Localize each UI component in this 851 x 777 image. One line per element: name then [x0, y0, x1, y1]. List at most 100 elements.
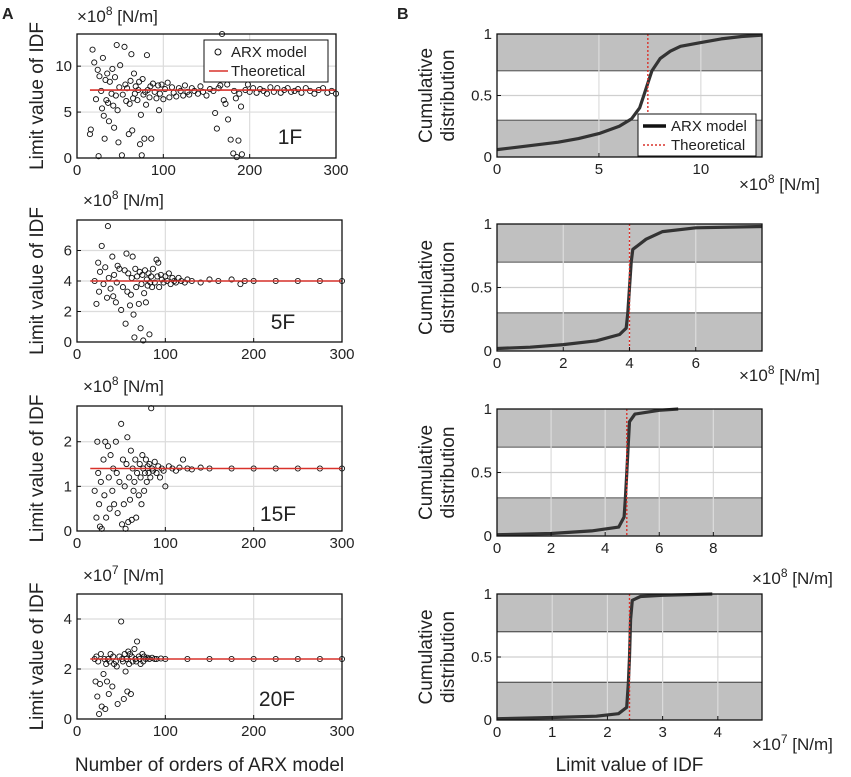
axis-multiplier: ×108 [N/m]: [752, 566, 833, 588]
data-point: [263, 90, 270, 97]
data-point: [103, 514, 110, 521]
chart-a3: 0 100 200 300 0 1 2 ×108 [N/m] Limit value of ID…: [27, 374, 355, 552]
y-axis-label: Limit value of IDF: [27, 207, 48, 355]
legend-label-arx: ARX model: [671, 118, 747, 135]
data-point: [132, 265, 139, 272]
data-point: [93, 514, 100, 521]
y-axis-label: Limit value of IDF: [27, 22, 48, 170]
data-point: [135, 492, 142, 499]
data-point: [95, 469, 102, 477]
data-point: [155, 107, 163, 114]
data-point: [151, 458, 158, 465]
data-point: [153, 256, 160, 263]
data-point: [118, 152, 125, 159]
data-point: [102, 264, 109, 271]
axes-frame: [76, 405, 343, 532]
chart-b3: 0 2 4 6 800.51×108 [N/m]Cumulative distributi…: [416, 401, 833, 588]
data-point: [94, 66, 101, 73]
data-point: [142, 299, 149, 306]
data-point: [155, 82, 162, 89]
chart-a1: 0 100 200 300 0 5 10 ×108 [N/m] Limit value of I…: [27, 4, 349, 179]
y-tick-label: 0: [484, 149, 492, 166]
y-tick-label: 1: [484, 26, 492, 43]
cdf-curve: [496, 224, 763, 351]
x-tick-label: 0: [73, 535, 81, 552]
data-point: [144, 654, 151, 661]
data-point: [119, 521, 126, 528]
multiplier-exp: 7: [781, 732, 788, 746]
y-tick-label: 0: [64, 711, 72, 728]
multiplier-unit: [N/m]: [113, 7, 158, 26]
data-point: [138, 152, 145, 159]
data-point: [137, 474, 144, 481]
data-point: [153, 95, 160, 102]
x-tick-label: 3: [658, 724, 666, 741]
x-tick-label: 4: [625, 355, 633, 372]
legend: ARX model Theoretical: [203, 39, 329, 83]
data-point: [153, 469, 160, 477]
data-point: [109, 487, 116, 494]
data-point: [141, 290, 148, 297]
data-point: [156, 90, 163, 97]
data-point: [119, 284, 126, 291]
data-point: [96, 268, 104, 275]
data-point: [160, 96, 167, 103]
axis-multiplier: ×108 [N/m]: [83, 188, 164, 210]
x-tick-label: 300: [329, 723, 354, 740]
y-tick-label: 0.5: [471, 88, 492, 105]
data-point: [95, 153, 102, 160]
chart-a2: 0 100 200 300 0 2 4 6 ×108 [N/m] Limit value of I…: [27, 188, 355, 363]
multiplier-base: ×10: [83, 191, 112, 210]
legend-label-theoretical: Theoretical: [671, 137, 745, 154]
data-point: [114, 510, 121, 517]
data-point: [128, 51, 135, 58]
data-point: [213, 125, 220, 132]
data-point: [232, 95, 239, 102]
data-point: [149, 265, 157, 272]
data-point: [131, 90, 138, 97]
data-point: [220, 97, 227, 104]
data-point: [87, 126, 94, 133]
data-point: [121, 267, 128, 274]
data-point: [180, 92, 187, 99]
data-point: [100, 670, 107, 678]
data-point: [307, 87, 314, 94]
data-point: [112, 299, 119, 306]
data-point: [139, 271, 146, 278]
data-point: [103, 294, 111, 301]
multiplier-base: ×10: [752, 569, 781, 588]
data-point: [113, 279, 120, 286]
data-point: [131, 645, 138, 653]
data-point: [126, 496, 134, 503]
data-point: [118, 306, 125, 314]
y-tick-label: 4: [64, 611, 72, 628]
x-tick-label: 6: [692, 355, 700, 372]
y-axis-label: Limit value of IDF: [27, 395, 48, 543]
data-point: [210, 87, 217, 94]
y-axis-label-line: Cumulative: [416, 240, 437, 335]
data-point: [172, 279, 179, 286]
y-tick-label: 0: [64, 523, 72, 540]
chart-a4: 0 100 200 300 0 2 4 ×107 [N/m] Limit value of ID…: [27, 563, 355, 776]
data-point: [124, 434, 131, 441]
data-point: [94, 693, 101, 700]
multiplier-unit: [N/m]: [119, 566, 164, 585]
floor-label: 5F: [271, 311, 296, 334]
data-point: [137, 325, 144, 332]
multiplier-base: ×10: [83, 377, 112, 396]
data-point: [148, 135, 155, 142]
data-point: [114, 700, 121, 708]
data-point: [156, 474, 164, 481]
data-point: [101, 135, 108, 142]
panel-label-a: A: [2, 6, 14, 23]
data-point: [120, 695, 127, 703]
x-tick-label: 0: [73, 162, 81, 179]
data-point: [97, 478, 104, 485]
data-point: [91, 59, 98, 66]
x-axis-label: Number of orders of ARX model: [75, 755, 344, 776]
y-tick-label: 0: [484, 343, 492, 360]
data-point: [127, 77, 134, 84]
data-point: [166, 94, 173, 101]
